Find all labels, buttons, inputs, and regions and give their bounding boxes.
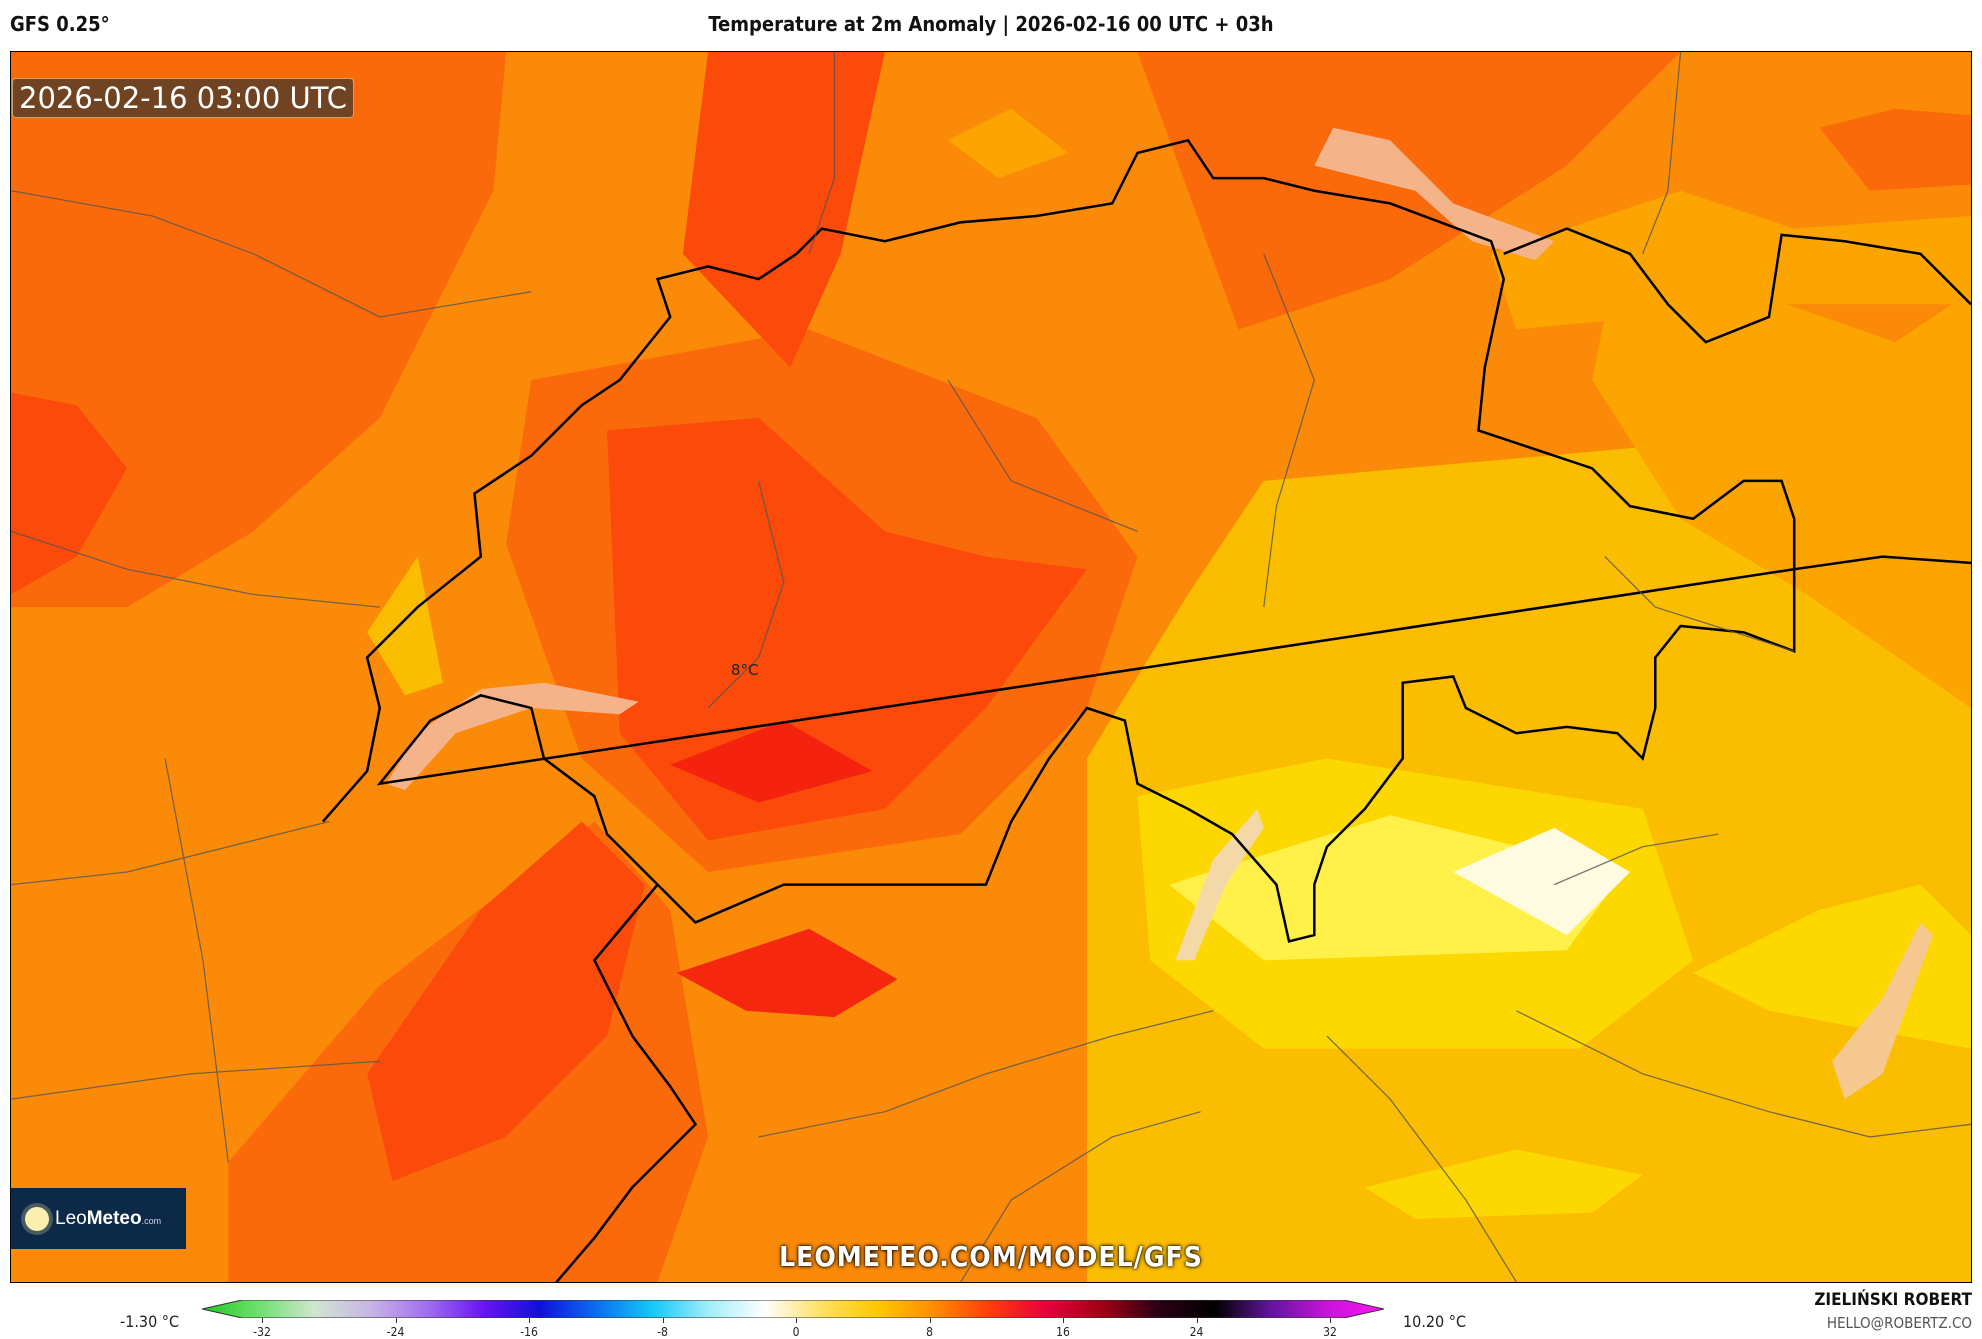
leometeo-logo[interactable]: LeoMeteo.com [11,1188,186,1249]
legend-min-value: -1.30 °C [120,1312,180,1331]
tick-mark [796,1318,797,1323]
region-dark-orange-north [1137,52,1681,330]
tick-label: 0 [792,1325,800,1339]
region-yellow-south [1364,1149,1643,1219]
tick-mark [662,1318,664,1323]
tick-mark [1330,1318,1331,1323]
region-red-orange-sw [367,821,645,1182]
region-red-core [670,720,873,803]
author-name: ZIELIŃSKI ROBERT [1814,1290,1972,1310]
tick-label: 24 [1189,1325,1204,1339]
region-red-south [676,928,898,1018]
lake-constance [1314,127,1555,261]
author-email[interactable]: HELLO@ROBERTZ.CO [1826,1314,1972,1332]
color-scale-bar [202,1300,1384,1318]
country-border-switzerland [321,138,1971,943]
tick-label: -16 [520,1325,538,1339]
valid-time-badge: 2026-02-16 03:00 UTC [12,78,355,118]
region-dark-orange-ne [1819,108,1971,191]
tick-mark [262,1318,263,1323]
tick-mark [1196,1318,1198,1323]
border-italy-south [555,883,698,1282]
chart-title: Temperature at 2m Anomaly | 2026-02-16 0… [708,12,1274,36]
color-scale-fill [202,1300,1384,1318]
tick-mark [395,1318,397,1323]
logo-text: LeoMeteo.com [55,1207,162,1229]
region-red-orange-center [607,417,1087,841]
regional-borders [11,52,1971,1282]
model-label: GFS 0.25° [10,12,110,36]
tick-mark [1063,1318,1064,1323]
region-light-orange-east [1592,291,1971,708]
tick-mark [529,1318,530,1323]
region-red-orange-west [11,392,128,595]
tick-mark [929,1318,931,1323]
tick-label: -24 [386,1325,405,1339]
tick-label: 16 [1056,1325,1070,1339]
region-dark-orange-west [11,52,507,608]
tick-label: -32 [253,1325,271,1339]
contour-label: 8°C [731,661,759,679]
region-light-orange-ne [1491,190,1971,330]
watermark-url: LEOMETEO.COM/MODEL/GFS [779,1240,1203,1273]
tick-label: 8 [926,1325,933,1339]
region-light-orange-top [948,108,1069,179]
lake-geneva [386,682,639,790]
region-white [1453,827,1631,936]
region-amber-west [367,556,443,696]
tick-label: 32 [1323,1325,1337,1339]
lake-garda [1832,922,1934,1100]
sun-icon [25,1206,49,1231]
border-germany-austria [1503,227,1971,344]
temperature-anomaly-map: 8°C [10,51,1972,1283]
tick-label: -8 [657,1325,668,1339]
legend-max-value: 10.20 °C [1403,1312,1467,1331]
